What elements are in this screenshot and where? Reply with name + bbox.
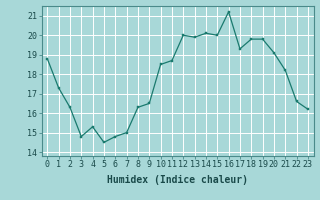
X-axis label: Humidex (Indice chaleur): Humidex (Indice chaleur) [107,175,248,185]
